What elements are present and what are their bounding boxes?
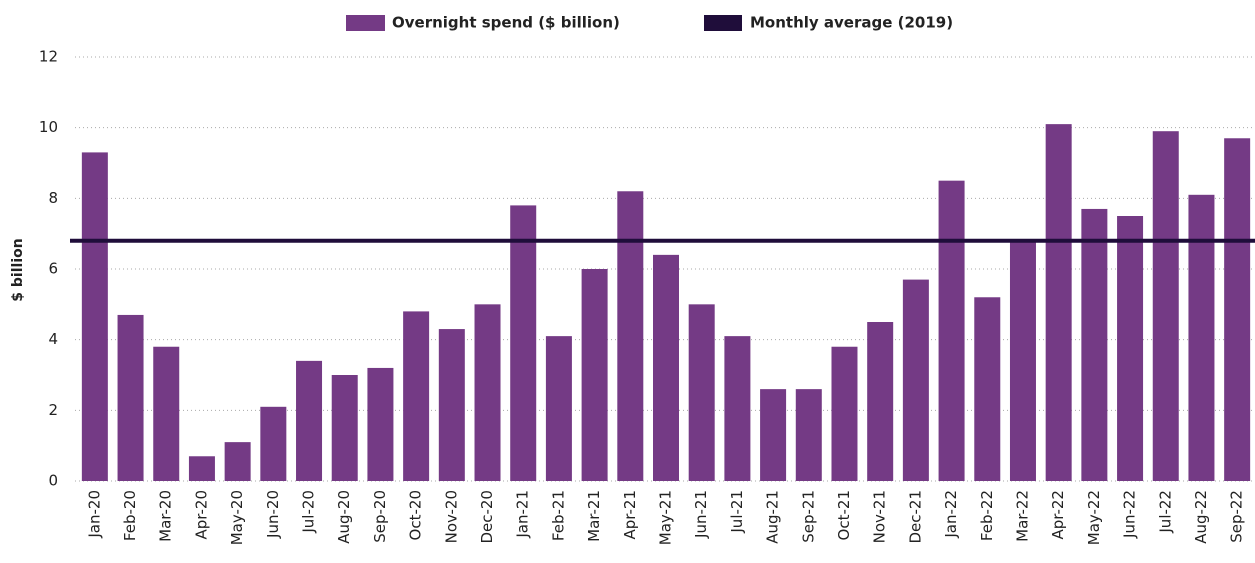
bar [867, 322, 894, 481]
bar [760, 389, 787, 481]
bar [153, 346, 180, 481]
x-tick-label: Aug-22 [1192, 490, 1210, 544]
bar [1081, 208, 1108, 481]
x-tick-label: Jan-22 [942, 490, 960, 539]
bar [117, 314, 144, 481]
bar [545, 336, 572, 481]
bar [260, 406, 287, 481]
bar [938, 180, 965, 481]
x-tick-label: Apr-21 [621, 490, 639, 540]
x-tick-label: Aug-20 [335, 490, 353, 544]
bar [81, 152, 108, 481]
x-tick-label: May-20 [228, 490, 246, 545]
x-tick-label: Sep-22 [1228, 490, 1246, 543]
x-tick-label: Jun-20 [264, 490, 282, 539]
bar [296, 360, 323, 481]
x-tick-label: Jan-21 [514, 490, 532, 539]
bar [331, 375, 358, 481]
x-tick-label: Jan-20 [85, 490, 103, 539]
bar [617, 191, 644, 481]
bar [1009, 240, 1036, 481]
x-tick-label: Jun-21 [692, 490, 710, 539]
legend-label: Overnight spend ($ billion) [392, 14, 620, 32]
x-tick-label: Feb-20 [121, 490, 139, 541]
y-tick-label: 0 [48, 472, 58, 490]
bar [831, 346, 858, 481]
x-tick-label: May-22 [1085, 490, 1103, 545]
y-tick-label: 8 [48, 189, 58, 207]
x-tick-label: Nov-21 [871, 490, 889, 543]
bar [688, 304, 715, 481]
x-tick-label: Mar-20 [157, 490, 175, 542]
bar [724, 336, 751, 481]
bar [403, 311, 430, 481]
x-tick-label: Jul-22 [1156, 490, 1174, 534]
x-tick-label: Feb-21 [549, 490, 567, 541]
x-tick-label: May-21 [657, 490, 675, 545]
x-tick-label: Jul-20 [300, 490, 318, 534]
bar [510, 205, 537, 481]
x-tick-label: Mar-22 [1013, 490, 1031, 542]
bar [188, 456, 215, 481]
bar [653, 254, 679, 481]
x-tick-label: Apr-22 [1049, 490, 1067, 540]
y-axis-label: $ billion [10, 238, 26, 301]
y-tick-label: 6 [48, 260, 58, 278]
y-tick-label: 10 [39, 118, 58, 136]
x-tick-label: Oct-20 [407, 490, 425, 540]
x-tick-label: Aug-21 [764, 490, 782, 544]
x-tick-label: Sep-20 [371, 490, 389, 543]
x-tick-label: Jun-22 [1121, 490, 1139, 539]
x-tick-label: Nov-20 [442, 490, 460, 543]
bar [367, 367, 394, 481]
x-tick-label: Dec-21 [906, 490, 924, 544]
bar [974, 297, 1001, 481]
bar [581, 269, 608, 481]
bar [1188, 194, 1215, 482]
x-tick-label: Jul-21 [728, 490, 746, 534]
x-tick-label: Apr-20 [192, 490, 210, 540]
x-tick-label: Sep-21 [799, 490, 817, 543]
legend-swatch [704, 15, 742, 31]
bar [438, 329, 465, 481]
y-tick-label: 4 [48, 330, 58, 348]
bar [795, 389, 822, 481]
x-tick-label: Mar-21 [585, 490, 603, 542]
bar [1224, 138, 1251, 481]
y-tick-label: 2 [48, 401, 58, 419]
bar [1045, 124, 1072, 481]
bar [224, 442, 251, 481]
bar [1152, 131, 1179, 481]
bar [1117, 216, 1144, 481]
x-tick-label: Dec-20 [478, 490, 496, 544]
legend-swatch [346, 15, 385, 31]
legend-label: Monthly average (2019) [750, 14, 953, 32]
y-tick-label: 12 [39, 48, 58, 66]
bar [474, 304, 501, 481]
x-tick-label: Feb-22 [978, 490, 996, 541]
x-tick-label: Oct-21 [835, 490, 853, 540]
bar [902, 279, 929, 481]
